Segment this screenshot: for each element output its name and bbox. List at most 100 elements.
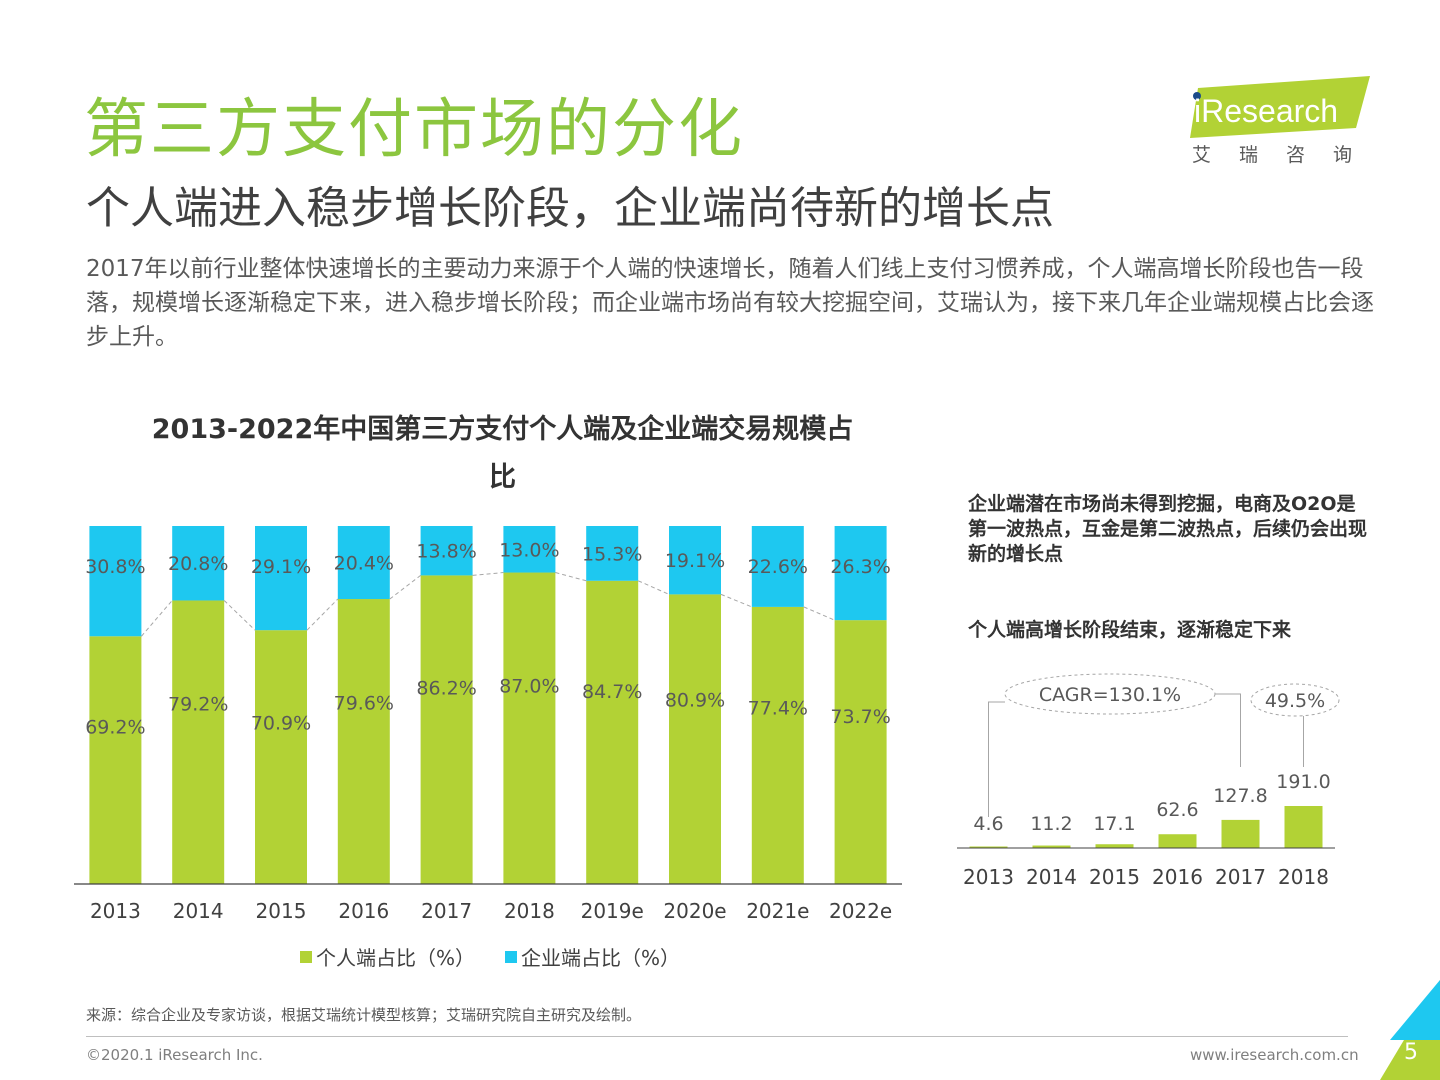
side-label-2013: 4.6 <box>973 813 1003 835</box>
copyright: ©2020.1 iResearch Inc. <box>86 1046 263 1064</box>
connector-line <box>306 598 339 631</box>
label-personal-2018: 87.0% <box>499 676 559 698</box>
growth-label: 49.5% <box>1265 690 1325 712</box>
bar-enterprise-2022e <box>834 526 887 621</box>
bar-personal-2016 <box>337 599 390 884</box>
side-x-tick-2015: 2015 <box>1089 865 1140 889</box>
cagr-bracket-left <box>988 701 1005 817</box>
legend-item-personal: 个人端占比（%） <box>300 942 475 971</box>
website-link[interactable]: www.iresearch.com.cn <box>1190 1046 1359 1064</box>
page-subtitle: 个人端进入稳步增长阶段，企业端尚待新的增长点 <box>86 183 1054 234</box>
side-x-tick-2013: 2013 <box>963 865 1014 889</box>
bar-enterprise-2013 <box>89 526 142 637</box>
source-note: 来源：综合企业及专家访谈，根据艾瑞统计模型核算；艾瑞研究院自主研究及绘制。 <box>86 1006 642 1024</box>
footer-divider <box>86 1036 1348 1037</box>
bar-personal-2021e <box>751 606 804 884</box>
side-bar-2015 <box>1095 844 1134 848</box>
side-x-tick-2018: 2018 <box>1278 865 1329 889</box>
connector-line <box>555 572 587 582</box>
bar-personal-2017 <box>420 575 473 884</box>
bar-personal-2022e <box>834 620 887 884</box>
label-enterprise-2017: 13.8% <box>416 541 476 563</box>
enterprise-note: 企业端潜在市场尚未得到挖掘，电商及O2O是第一波热点，互金是第二波热点，后续仍会… <box>968 493 1368 565</box>
label-enterprise-2014: 20.8% <box>168 553 228 575</box>
intro-paragraph: 2017年以前行业整体快速增长的主要动力来源于个人端的快速增长，随着人们线上支付… <box>86 256 1374 350</box>
x-tick-2021e: 2021e <box>746 899 809 923</box>
growth-ellipse <box>1250 683 1340 717</box>
bar-enterprise-2015 <box>255 526 307 631</box>
connector-line <box>720 593 752 608</box>
page-number: 5 <box>1404 1040 1418 1065</box>
chart-legend: 个人端占比（%） 企业端占比（%） <box>300 942 680 971</box>
iresearch-logo: iResearch <box>1190 76 1370 138</box>
bar-personal-2020e <box>669 594 721 884</box>
legend-swatch-personal <box>300 950 312 963</box>
page-title: 第三方支付市场的分化 <box>84 93 744 167</box>
bar-personal-2018 <box>503 572 556 884</box>
main-chart-title: 2013-2022年中国第三方支付个人端及企业端交易规模占比 <box>151 414 854 493</box>
bar-enterprise-2019e <box>586 526 639 581</box>
label-enterprise-2015: 29.1% <box>251 556 311 578</box>
label-enterprise-2021e: 22.6% <box>748 556 808 578</box>
label-personal-2022e: 73.7% <box>830 706 890 728</box>
logo-subtitle: 艾瑞咨询 <box>1192 144 1381 166</box>
label-enterprise-2019e: 15.3% <box>582 543 642 565</box>
x-tick-2013: 2013 <box>90 899 141 923</box>
connector-line <box>803 606 835 621</box>
label-enterprise-2020e: 19.1% <box>665 550 725 572</box>
label-enterprise-2022e: 26.3% <box>830 556 890 578</box>
side-bar-2018 <box>1284 806 1323 848</box>
x-tick-2022e: 2022e <box>829 899 892 923</box>
bar-personal-2019e <box>586 580 639 884</box>
side-label-2014: 11.2 <box>1030 813 1072 835</box>
connector-line <box>637 580 670 595</box>
side-x-tick-2014: 2014 <box>1026 865 1077 889</box>
bar-personal-2014 <box>172 600 225 884</box>
label-personal-2016: 79.6% <box>334 693 394 715</box>
side-label-2015: 17.1 <box>1093 813 1135 835</box>
label-personal-2017: 86.2% <box>416 677 476 699</box>
label-personal-2013: 69.2% <box>85 716 145 738</box>
bar-personal-2015 <box>255 630 307 884</box>
side-label-2016: 62.6 <box>1156 799 1198 821</box>
legend-item-enterprise: 企业端占比（%） <box>505 942 680 971</box>
side-x-tick-2017: 2017 <box>1215 865 1266 889</box>
cagr-bracket-right <box>1215 693 1241 767</box>
bar-enterprise-2017 <box>420 526 473 576</box>
label-personal-2019e: 84.7% <box>582 681 642 703</box>
label-personal-2015: 70.9% <box>251 713 311 735</box>
side-x-tick-2016: 2016 <box>1152 865 1203 889</box>
legend-label-enterprise: 企业端占比（%） <box>521 946 681 970</box>
connector-line <box>223 600 256 631</box>
corner-decoration <box>1380 980 1440 1080</box>
label-enterprise-2016: 20.4% <box>334 553 394 575</box>
x-tick-2015: 2015 <box>256 899 307 923</box>
x-tick-2014: 2014 <box>173 899 224 923</box>
connector-line <box>389 575 421 600</box>
side-label-2018: 191.0 <box>1276 771 1330 793</box>
logo-text: iResearch <box>1194 93 1338 129</box>
side-bar-2013 <box>969 846 1008 848</box>
bar-enterprise-2020e <box>669 526 721 595</box>
connector-line <box>141 600 173 637</box>
legend-swatch-enterprise <box>505 950 518 963</box>
side-bar-2017 <box>1221 819 1260 848</box>
bar-enterprise-2014 <box>172 526 225 601</box>
label-enterprise-2018: 13.0% <box>499 539 559 561</box>
side-bar-2016 <box>1158 834 1197 848</box>
connector-line <box>472 572 504 576</box>
personal-scale-bar-chart: 4.6 2013 11.2 2014 17.1 2015 62.6 2016 127.8 2017… <box>957 673 1340 889</box>
x-tick-2016: 2016 <box>338 899 389 923</box>
bar-enterprise-2021e <box>751 526 804 607</box>
side-bar-2014 <box>1032 845 1071 848</box>
label-personal-2014: 79.2% <box>168 694 228 716</box>
bar-personal-2013 <box>89 636 142 884</box>
x-tick-2019e: 2019e <box>581 899 644 923</box>
label-personal-2021e: 77.4% <box>748 698 808 720</box>
bar-enterprise-2016 <box>337 526 390 600</box>
label-enterprise-2013: 30.8% <box>85 556 145 578</box>
personal-note: 个人端高增长阶段结束，逐渐稳定下来 <box>968 619 1292 641</box>
bar-enterprise-2018 <box>503 526 556 573</box>
x-tick-2017: 2017 <box>421 899 472 923</box>
label-personal-2020e: 80.9% <box>665 690 725 712</box>
